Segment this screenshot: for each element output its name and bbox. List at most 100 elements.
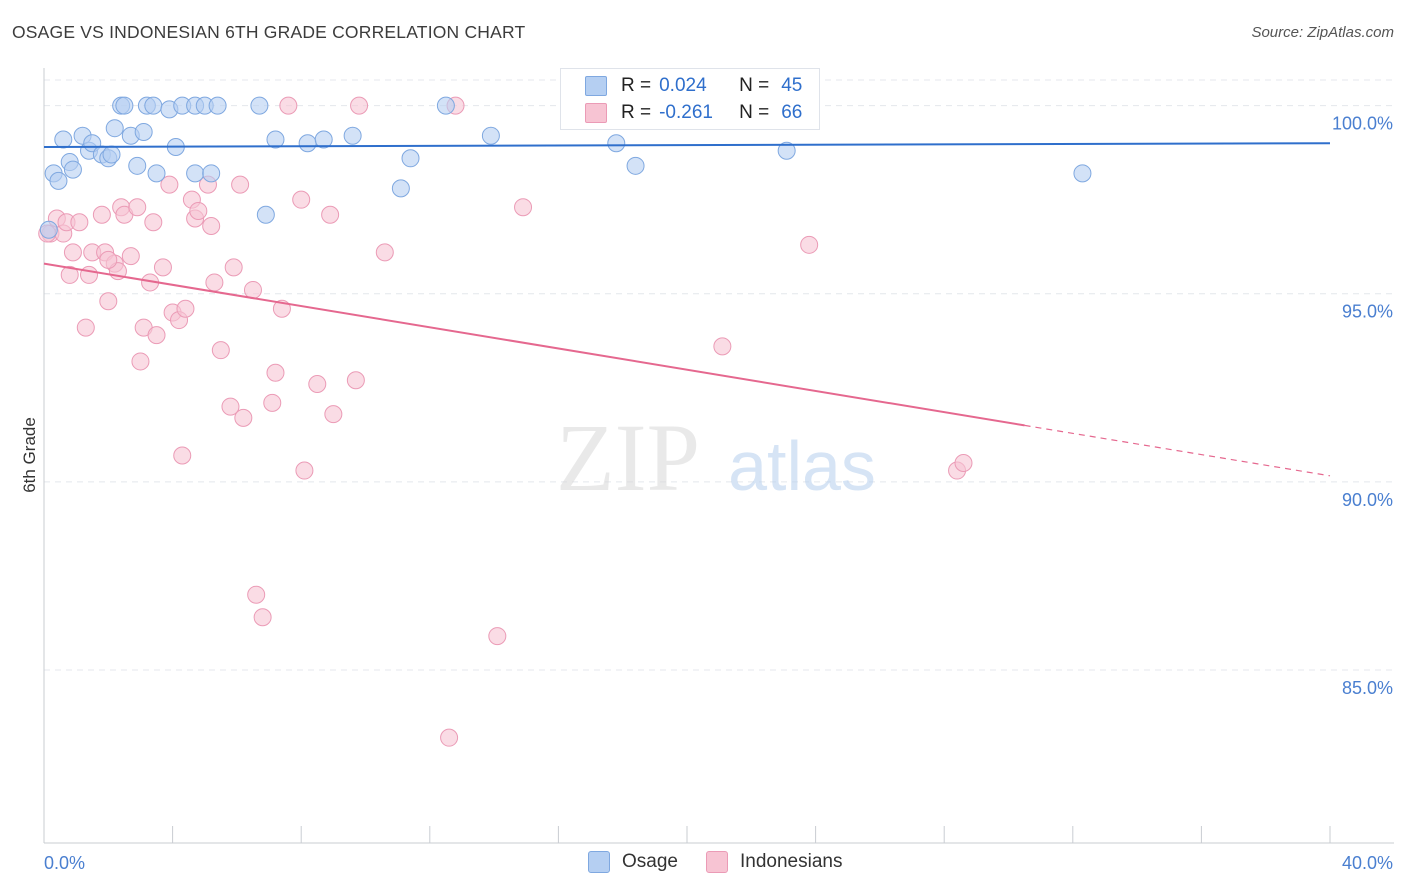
indonesians-point [234,408,253,427]
osage-point [134,122,153,141]
r-value: 0.024 [659,75,707,96]
watermark: ZIP atlas [556,404,876,511]
axes [43,68,1394,844]
data-points [38,96,1092,747]
legend-item-osage[interactable]: Osage [588,851,678,873]
indonesians-point [205,273,224,292]
indonesians-point [63,243,82,262]
legend-row-indonesians: R = -0.261 N = 66 [561,100,802,126]
osage-point [298,134,317,153]
osage-point [391,179,410,198]
stats-legend: R = 0.024 N = 45 R = -0.261 N = 66 [560,68,820,130]
r-value: -0.261 [659,102,713,123]
osage-point [54,130,73,149]
indonesians-point [308,375,327,394]
indonesians-point [713,337,732,356]
indonesians-point [243,280,262,299]
osage-point [49,171,68,190]
indonesians-point [488,627,507,646]
indonesians-point [99,292,118,311]
watermark-atlas: atlas [728,427,876,505]
indonesians-point [266,363,285,382]
indonesians-point [440,728,459,747]
indonesians-point [80,265,99,284]
indonesians-point [60,265,79,284]
watermark-zip: ZIP [556,404,700,511]
osage-point [144,96,163,115]
osage-point [63,160,82,179]
osage-point [208,96,227,115]
osage-point [202,164,221,183]
indonesians-point [221,397,240,416]
r-label: R = [621,75,652,96]
indonesians-point [189,201,208,220]
osage-point [436,96,455,115]
osage-trend-line [43,142,1331,149]
indonesians-point [295,461,314,480]
indonesians-point [253,608,272,627]
osage-point [626,156,645,175]
indonesians-point [173,446,192,465]
r-label: R = [621,102,652,123]
indonesians-point [202,217,221,236]
osage-point [266,130,285,149]
osage-point [147,164,166,183]
indonesians-point [247,585,266,604]
x-tick-label: 40.0% [1342,853,1393,873]
osage-point [115,96,134,115]
indonesians-point [321,205,340,224]
indonesians-point [514,198,533,217]
osage-point [39,220,58,239]
indonesians-point [76,318,95,337]
indonesians-point [131,352,150,371]
n-value: 45 [781,75,803,96]
indonesians-point [279,96,298,115]
indonesians-point [954,454,973,473]
indonesians-point [292,190,311,209]
indonesians-trend-extension [1024,424,1331,477]
axis-labels: 100.0% 95.0% 90.0% 85.0% 0.0% 40.0% 6th Grade [20,114,1393,873]
indonesians-point [375,243,394,262]
indonesians-point [176,299,195,318]
indonesians-point [153,258,172,277]
osage-point [186,164,205,183]
osage-point [401,149,420,168]
y-axis-label: 6th Grade [20,417,39,493]
osage-point [481,126,500,145]
osage-point [128,156,147,175]
legend-item-indonesians[interactable]: Indonesians [705,851,842,873]
y-tick-label: 85.0% [1342,678,1393,698]
osage-point [1073,164,1092,183]
indonesians-point [346,371,365,390]
chart-title: OSAGE VS INDONESIAN 6TH GRADE CORRELATIO… [12,22,526,42]
n-value: 66 [781,102,803,123]
indonesians-point [263,393,282,412]
osage-point [607,134,626,153]
indonesians-point [224,258,243,277]
osage-point [343,126,362,145]
indonesians-point [350,96,369,115]
source-label: Source: ZipAtlas.com [1251,24,1394,41]
indonesians-point [92,205,111,224]
indonesians-trend-line [43,262,1025,427]
indonesians-point [144,213,163,232]
indonesians-point [147,326,166,345]
indonesians-point [160,175,179,194]
osage-point [102,145,121,164]
osage-point [256,205,275,224]
legend-row-osage: R = 0.024 N = 45 [561,73,802,99]
indonesians-point [800,235,819,254]
osage-point [250,96,269,115]
indonesians-point [231,175,250,194]
indonesians-point [211,341,230,360]
osage-legend-swatch [588,851,610,873]
osage-point [777,141,796,160]
osage-point [314,130,333,149]
x-tick-label: 0.0% [44,853,85,873]
n-label: N = [739,75,770,96]
indonesians-point [99,250,118,269]
osage-point [105,119,124,138]
indonesians-swatch [585,103,607,123]
indonesians-point [121,247,140,266]
